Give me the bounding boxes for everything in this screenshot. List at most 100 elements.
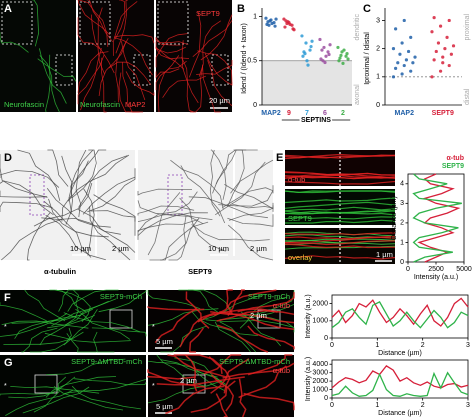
- data-point: [328, 43, 332, 47]
- image-label: SEPT9: [288, 214, 312, 223]
- texture: [284, 243, 396, 249]
- y-tick-label: 2: [400, 220, 404, 227]
- texture: [284, 240, 395, 246]
- texture: [115, 38, 129, 103]
- data-point: [402, 63, 406, 68]
- texture: [160, 359, 227, 386]
- image-label: SEPT9-ΔMTBD-mCh: [219, 357, 290, 366]
- texture: [178, 289, 220, 314]
- texture: [284, 232, 396, 236]
- texture: [33, 376, 67, 413]
- texture: [121, 41, 146, 101]
- texture: [114, 37, 153, 76]
- texture: [216, 324, 269, 353]
- data-point: [394, 66, 398, 70]
- data-point: [306, 63, 310, 67]
- x-axis-label: Distance (µm): [378, 350, 422, 357]
- asterisk: *: [152, 324, 155, 331]
- texture: [71, 149, 97, 199]
- texture: [284, 236, 396, 244]
- category-label: MAP2: [395, 110, 415, 117]
- data-point: [339, 53, 343, 58]
- data-point: [336, 45, 340, 50]
- data-point: [436, 41, 441, 45]
- texture: [71, 385, 141, 410]
- scale-label: 2 µm: [112, 244, 129, 253]
- texture: [227, 289, 245, 317]
- data-point: [318, 37, 322, 42]
- y-tick-label: 0: [376, 102, 380, 109]
- data-point: [300, 34, 304, 38]
- texture: [17, 149, 61, 201]
- texture: [87, 168, 136, 213]
- texture: [137, 212, 208, 236]
- texture: [67, 154, 130, 202]
- image-label: overlay: [288, 253, 312, 262]
- image-label: MAP2: [125, 100, 145, 109]
- data-point: [320, 48, 324, 52]
- data-point: [326, 50, 330, 54]
- data-point: [283, 25, 287, 29]
- axonal-region: [262, 60, 352, 105]
- image-label: α-tubulin: [44, 267, 77, 276]
- data-point: [341, 61, 345, 65]
- data-point: [267, 23, 271, 27]
- texture: [53, 385, 124, 411]
- scale-label: 5 µm: [156, 337, 173, 346]
- data-point: [409, 69, 413, 73]
- data-point: [346, 57, 350, 61]
- texture: [284, 201, 396, 209]
- texture: [47, 149, 69, 187]
- texture: [0, 190, 48, 198]
- texture: [207, 60, 233, 107]
- texture: [78, 0, 109, 47]
- texture: [147, 192, 181, 256]
- y-tick-label: 2000: [312, 378, 328, 385]
- texture: [0, 180, 54, 216]
- x-tick-label: 2500: [428, 266, 444, 273]
- data-point: [391, 47, 396, 51]
- texture: [155, 37, 181, 46]
- texture: [0, 32, 29, 53]
- texture: [214, 161, 266, 216]
- scale-label: 10 µm: [70, 244, 91, 253]
- texture: [45, 214, 106, 261]
- texture: [227, 159, 274, 207]
- texture: [147, 290, 201, 310]
- data-point: [400, 41, 404, 45]
- texture: [89, 206, 131, 261]
- x-tick-label: 0: [330, 342, 334, 349]
- texture: [190, 380, 236, 413]
- texture: [181, 56, 194, 113]
- data-line: [331, 365, 469, 389]
- legend-entry: α-tub: [446, 155, 464, 162]
- texture: [284, 190, 396, 194]
- texture: [200, 14, 233, 61]
- category-label: 9: [287, 110, 291, 117]
- texture: [204, 53, 233, 86]
- scale-label: 2 µm: [180, 376, 197, 385]
- texture: [21, 327, 58, 353]
- texture: [32, 0, 40, 47]
- texture: [219, 311, 295, 331]
- texture: [284, 180, 396, 185]
- texture: [80, 47, 102, 111]
- y-tick-label: 4000: [312, 361, 328, 368]
- texture: [78, 155, 128, 208]
- data-line: [331, 297, 469, 327]
- legend-entry: SEPT9: [442, 163, 464, 170]
- texture: [39, 48, 67, 104]
- texture: [10, 386, 100, 394]
- texture: [75, 308, 131, 340]
- texture: [284, 206, 396, 212]
- scale-bars: [72, 107, 392, 414]
- texture: [0, 302, 47, 322]
- texture: [125, 71, 155, 96]
- data-point: [269, 18, 273, 22]
- texture: [198, 293, 264, 322]
- texture: [210, 149, 227, 200]
- data-point: [445, 35, 449, 39]
- insets: [1, 1, 281, 394]
- category-label: 6: [323, 110, 327, 117]
- y-tick-label: 3: [376, 17, 380, 24]
